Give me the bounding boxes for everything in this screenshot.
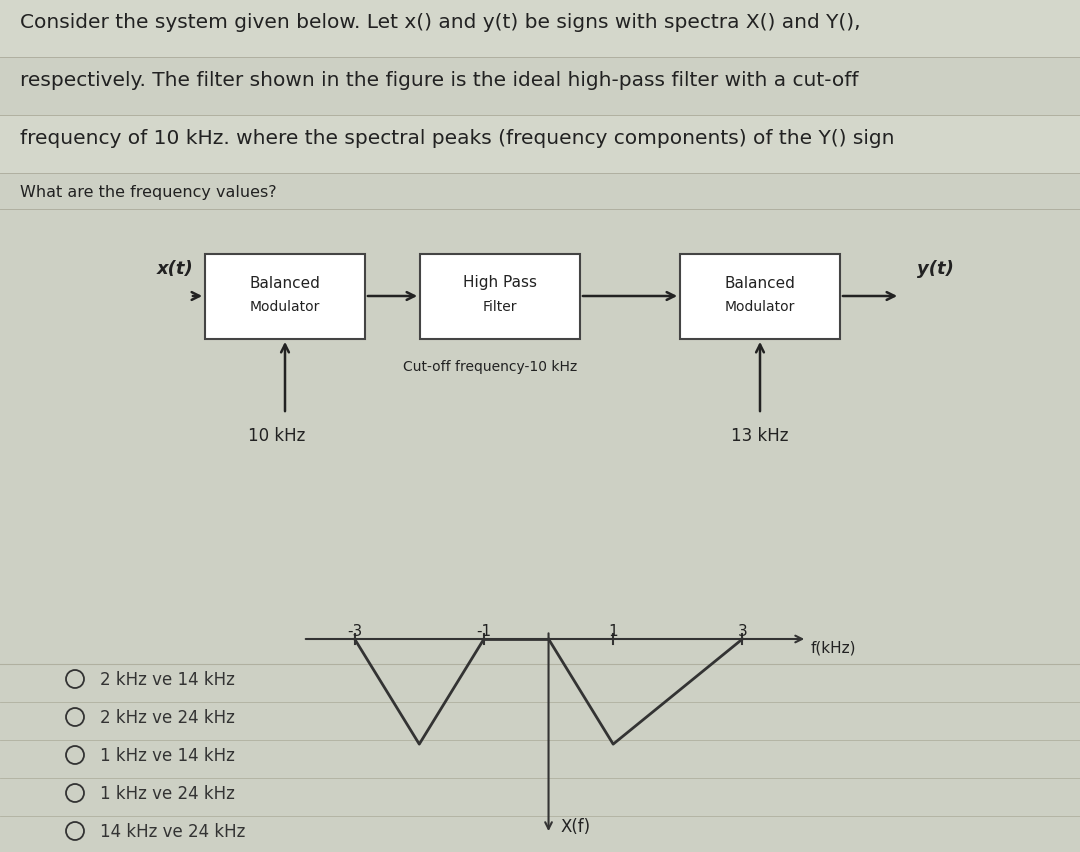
- Text: 2 kHz ve 14 kHz: 2 kHz ve 14 kHz: [100, 671, 234, 688]
- Text: f(kHz): f(kHz): [810, 640, 855, 654]
- Bar: [680, 255, 840, 340]
- Text: 13 kHz: 13 kHz: [731, 427, 788, 445]
- Text: What are the frequency values?: What are the frequency values?: [21, 184, 276, 199]
- Bar: [0, 174, 1080, 210]
- Text: Balanced: Balanced: [725, 275, 796, 291]
- Text: 1 kHz ve 14 kHz: 1 kHz ve 14 kHz: [100, 746, 234, 764]
- Text: Modulator: Modulator: [725, 300, 795, 314]
- Bar: [420, 255, 580, 340]
- Text: -1: -1: [476, 624, 491, 638]
- Text: 2 kHz ve 24 kHz: 2 kHz ve 24 kHz: [100, 708, 234, 726]
- Bar: [0, 116, 1080, 174]
- Text: y(t): y(t): [917, 260, 954, 278]
- Text: Cut-off frequency-10 kHz: Cut-off frequency-10 kHz: [403, 360, 577, 373]
- Text: High Pass: High Pass: [463, 275, 537, 291]
- Text: -3: -3: [347, 624, 362, 638]
- Text: 10 kHz: 10 kHz: [248, 427, 306, 445]
- Text: Filter: Filter: [483, 300, 517, 314]
- Text: 14 kHz ve 24 kHz: 14 kHz ve 24 kHz: [100, 822, 245, 840]
- Text: 1: 1: [608, 624, 618, 638]
- Text: 1 kHz ve 24 kHz: 1 kHz ve 24 kHz: [100, 784, 234, 802]
- Text: Consider the system given below. Let x() and y(t) be signs with spectra X() and : Consider the system given below. Let x()…: [21, 13, 861, 32]
- Text: Modulator: Modulator: [249, 300, 320, 314]
- Bar: [0, 58, 1080, 116]
- Text: 3: 3: [738, 624, 747, 638]
- Text: Balanced: Balanced: [249, 275, 321, 291]
- Text: frequency of 10 kHz. where the spectral peaks (frequency components) of the Y() : frequency of 10 kHz. where the spectral …: [21, 129, 894, 147]
- Bar: [205, 255, 365, 340]
- Text: x(t): x(t): [157, 260, 193, 278]
- Text: X(f): X(f): [561, 816, 591, 835]
- Text: respectively. The filter shown in the figure is the ideal high-pass filter with : respectively. The filter shown in the fi…: [21, 71, 859, 89]
- Bar: [0, 0, 1080, 58]
